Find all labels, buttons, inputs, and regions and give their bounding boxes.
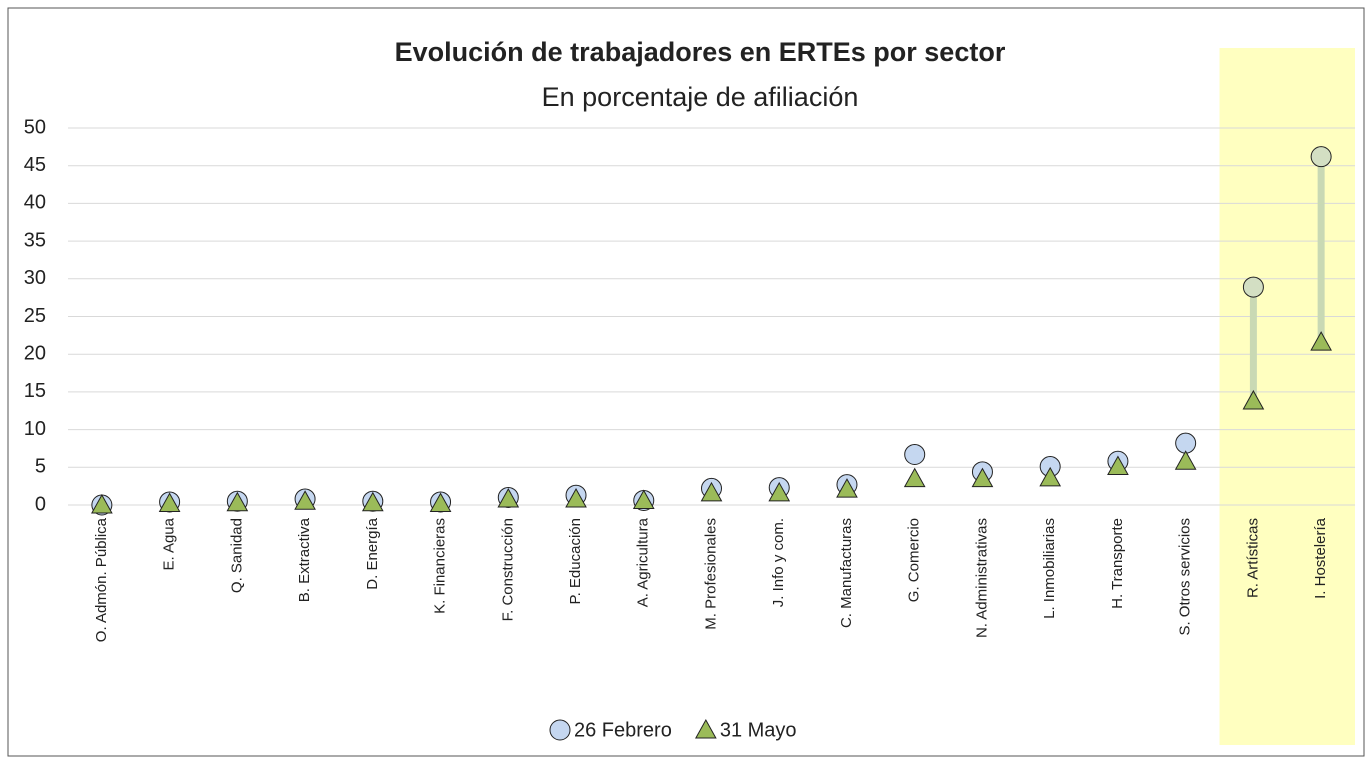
legend-marker	[549, 719, 571, 741]
x-tick-label: Q. Sanidad	[228, 518, 245, 593]
y-tick-label: 35	[24, 229, 46, 251]
x-tick-label: N. Administrativas	[973, 518, 990, 638]
triangle-marker	[158, 492, 181, 512]
x-tick-label: B. Extractiva	[296, 517, 313, 602]
x-tick-label: S. Otros servicios	[1177, 518, 1194, 636]
triangle-marker	[91, 493, 113, 514]
triangle-marker	[700, 481, 723, 502]
triangle-marker	[1310, 331, 1332, 351]
y-tick-label: 20	[24, 342, 46, 364]
y-tick-label: 45	[24, 154, 46, 176]
triangle-marker	[497, 487, 520, 508]
triangle-marker	[1174, 450, 1197, 470]
x-tick-label: L. Inmobiliarias	[1041, 518, 1058, 619]
x-tick-label: F. Construcción	[499, 518, 516, 621]
triangle-marker	[836, 478, 858, 498]
y-tick-label: 0	[35, 493, 46, 515]
x-tick-label: P. Educación	[567, 518, 584, 604]
dot-marker	[1242, 276, 1264, 298]
x-tick-label: A. Agricultura	[635, 517, 652, 607]
triangle-marker	[565, 487, 587, 508]
x-tick-label: D. Energía	[364, 517, 381, 589]
x-tick-label: E. Agua	[161, 517, 178, 570]
triangle-marker	[632, 489, 655, 509]
triangle-marker	[971, 467, 994, 488]
legend-marker	[694, 718, 717, 739]
highlight-band	[1219, 48, 1355, 745]
x-tick-label: R. Artísticas	[1244, 518, 1261, 598]
x-tick-label: G. Comercio	[906, 518, 923, 602]
y-tick-label: 40	[24, 192, 46, 214]
x-tick-label: C. Manufacturas	[838, 518, 855, 628]
dot-marker	[904, 443, 926, 465]
x-tick-label: J. Info y com.	[770, 518, 787, 607]
y-tick-label: 5	[35, 456, 46, 478]
chart-frame	[7, 7, 1365, 757]
triangle-marker	[1039, 466, 1062, 487]
x-tick-label: O. Admón. Pública	[93, 517, 110, 642]
y-tick-label: 50	[24, 116, 46, 138]
triangle-marker	[1242, 389, 1265, 410]
triangle-marker	[226, 491, 249, 512]
x-tick-label: I. Hostelería	[1312, 517, 1329, 599]
x-tick-label: K. Financieras	[432, 518, 449, 614]
legend-label: 31 Mayo	[720, 719, 797, 741]
x-tick-label: H. Transporte	[1109, 518, 1126, 609]
triangle-marker	[768, 481, 791, 502]
triangle-marker	[294, 490, 316, 510]
chart-title: Evolución de trabajadores en ERTEs por s…	[395, 37, 1006, 67]
legend-label: 26 Febrero	[574, 719, 672, 741]
y-tick-label: 10	[24, 418, 46, 440]
dot-marker	[1175, 432, 1197, 454]
y-tick-label: 15	[24, 380, 46, 402]
y-tick-label: 25	[24, 305, 46, 327]
chart-subtitle: En porcentaje de afiliación	[542, 82, 859, 112]
x-tick-label: M. Profesionales	[702, 518, 719, 630]
triangle-marker	[429, 492, 452, 512]
triangle-marker	[1107, 455, 1129, 476]
triangle-marker	[903, 467, 926, 488]
dot-marker	[1310, 146, 1332, 168]
y-tick-label: 30	[24, 267, 46, 289]
triangle-marker	[361, 491, 384, 512]
